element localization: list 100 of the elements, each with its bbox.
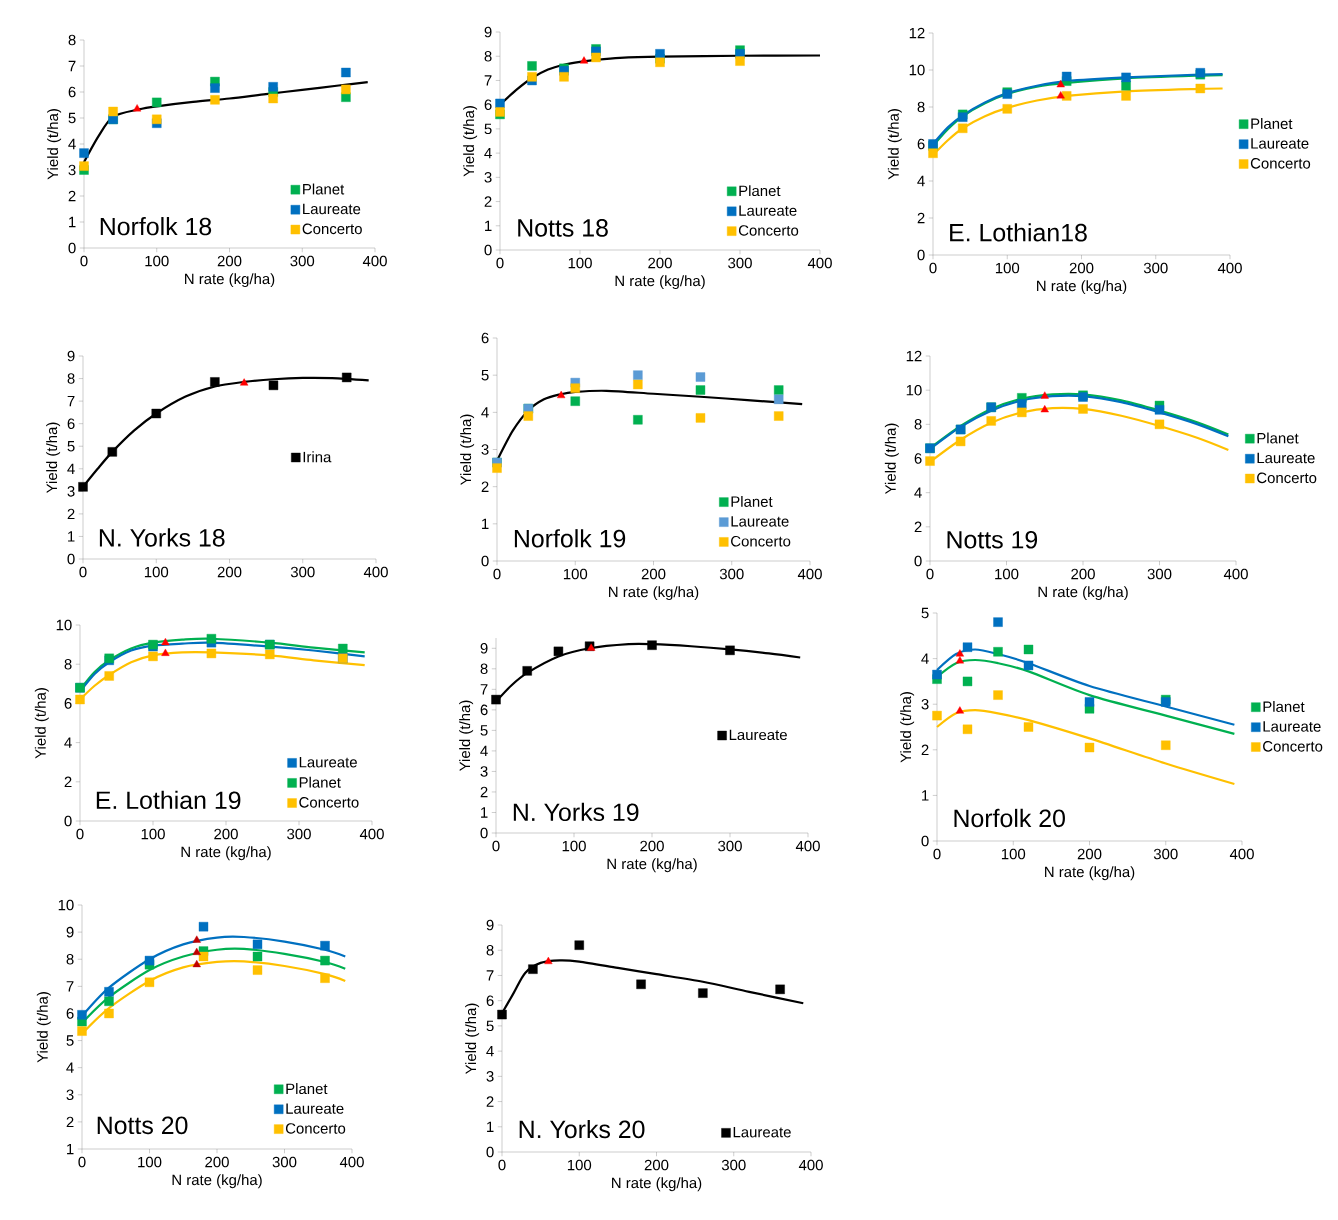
legend-label: Laureate (739, 205, 797, 216)
x-tick-label: 400 (1223, 568, 1248, 580)
x-tick-label: 400 (339, 1156, 364, 1168)
y-tick-label: 1 (482, 518, 489, 529)
y-tick-label: 8 (68, 34, 76, 46)
y-tick-label: 6 (484, 99, 492, 110)
x-axis-title: N rate (kg/ha) (185, 273, 275, 288)
y-tick-label: 7 (484, 75, 492, 86)
x-tick-label: 100 (995, 568, 1019, 580)
y-tick-label: 4 (481, 407, 489, 418)
x-tick-label: 300 (721, 1159, 746, 1171)
y-tick-label: 5 (66, 1035, 74, 1046)
y-tick-label: 4 (486, 1045, 494, 1057)
x-tick-label: 100 (1001, 848, 1026, 860)
legend-label: Laureate (729, 729, 787, 741)
y-tick-label: 1 (485, 220, 492, 231)
x-tick-label: 200 (1077, 848, 1102, 860)
legend-label: Laureate (1263, 721, 1321, 732)
y-axis-title: Yield (t/ha) (465, 1003, 480, 1075)
x-tick-label: 100 (995, 262, 1020, 274)
y-tick-label: 4 (480, 745, 488, 757)
legend-label: Laureate (299, 757, 357, 768)
x-tick-label: 100 (144, 566, 169, 578)
x-tick-label: 400 (1217, 262, 1242, 274)
y-tick-label: 10 (56, 619, 72, 631)
x-tick-label: 200 (1069, 262, 1094, 274)
y-tick-label: 0 (67, 553, 75, 565)
y-axis-title: Yield (t/ha) (34, 688, 49, 759)
x-tick-label: 0 (498, 1159, 506, 1171)
x-tick-label: 100 (567, 1159, 592, 1171)
x-tick-label: 0 (78, 1156, 86, 1168)
y-tick-label: 8 (64, 658, 72, 670)
y-tick-label: 0 (68, 242, 76, 254)
x-tick-label: 0 (79, 566, 87, 578)
x-axis-title: N rate (kg/ha) (607, 858, 697, 873)
y-tick-label: 0 (914, 555, 922, 567)
y-tick-label: 2 (917, 212, 925, 224)
x-axis-title: N rate (kg/ha) (1038, 586, 1128, 601)
y-tick-label: 2 (64, 776, 72, 788)
y-tick-label: 0 (484, 244, 492, 256)
y-tick-label: 3 (66, 1089, 74, 1101)
x-tick-label: 100 (563, 568, 588, 580)
y-tick-label: 9 (480, 642, 488, 654)
y-tick-label: 9 (484, 26, 492, 38)
y-tick-label: 1 (922, 790, 929, 801)
x-axis-title: N rate (kg/ha) (1045, 866, 1135, 881)
x-tick-label: 100 (141, 828, 165, 840)
y-axis-title: Yield (t/ha) (460, 414, 475, 486)
y-axis-title: Yield (t/ha) (884, 423, 899, 495)
y-tick-label: 2 (484, 196, 492, 207)
y-tick-label: 3 (486, 1071, 494, 1082)
y-tick-label: 8 (67, 373, 75, 384)
x-tick-label: 0 (76, 828, 84, 840)
y-tick-label: 0 (486, 1146, 494, 1158)
x-tick-label: 300 (272, 1156, 297, 1168)
y-tick-label: 10 (909, 64, 925, 76)
y-tick-label: 8 (66, 953, 74, 965)
y-axis-title: Yield (t/ha) (463, 106, 478, 177)
text: Norfolk 20 (954, 808, 1065, 828)
y-tick-label: 5 (67, 441, 75, 452)
x-tick-label: 300 (290, 566, 315, 578)
x-tick-label: 200 (641, 568, 666, 580)
y-tick-label: 3 (68, 164, 76, 176)
y-tick-label: 4 (64, 737, 72, 748)
text: Notts 18 (518, 219, 608, 237)
y-tick-label: 6 (917, 138, 925, 150)
y-tick-label: 5 (68, 112, 76, 124)
y-tick-label: 4 (914, 487, 922, 498)
y-tick-label: 5 (480, 725, 488, 736)
text: E. Lothian18 (950, 223, 1087, 242)
legend-label: Concerto (738, 225, 799, 236)
y-tick-label: 6 (68, 86, 76, 98)
y-tick-label: 12 (909, 27, 925, 39)
x-tick-label: 300 (718, 840, 742, 852)
y-tick-label: 8 (486, 944, 494, 956)
x-tick-label: 200 (217, 566, 242, 578)
y-tick-label: 5 (481, 369, 489, 381)
legend-label: Planet (299, 776, 341, 788)
x-tick-label: 100 (145, 255, 169, 267)
x-tick-label: 200 (640, 840, 664, 852)
text: N. Yorks 18 (99, 528, 225, 547)
y-tick-label: 2 (67, 508, 75, 520)
y-tick-label: 10 (58, 899, 74, 911)
x-tick-label: 300 (1143, 262, 1168, 274)
y-tick-label: 8 (917, 101, 925, 113)
y-tick-label: 5 (484, 123, 492, 135)
y-tick-label: 9 (66, 926, 74, 938)
legend-label: Laureate (733, 1126, 791, 1138)
legend-label: Planet (739, 185, 781, 197)
y-tick-label: 6 (480, 704, 488, 716)
y-tick-label: 4 (484, 147, 492, 159)
x-tick-label: 400 (807, 257, 832, 269)
y-tick-label: 7 (486, 970, 494, 981)
legend-label: Concerto (285, 1123, 346, 1134)
y-tick-label: 1 (69, 216, 76, 228)
y-tick-label: 1 (68, 531, 75, 542)
y-tick-label: 6 (66, 1008, 74, 1019)
legend-label: Planet (1251, 118, 1293, 129)
y-axis-title: Yield (t/ha) (36, 992, 51, 1063)
x-axis-title: N rate (kg/ha) (172, 1174, 262, 1189)
